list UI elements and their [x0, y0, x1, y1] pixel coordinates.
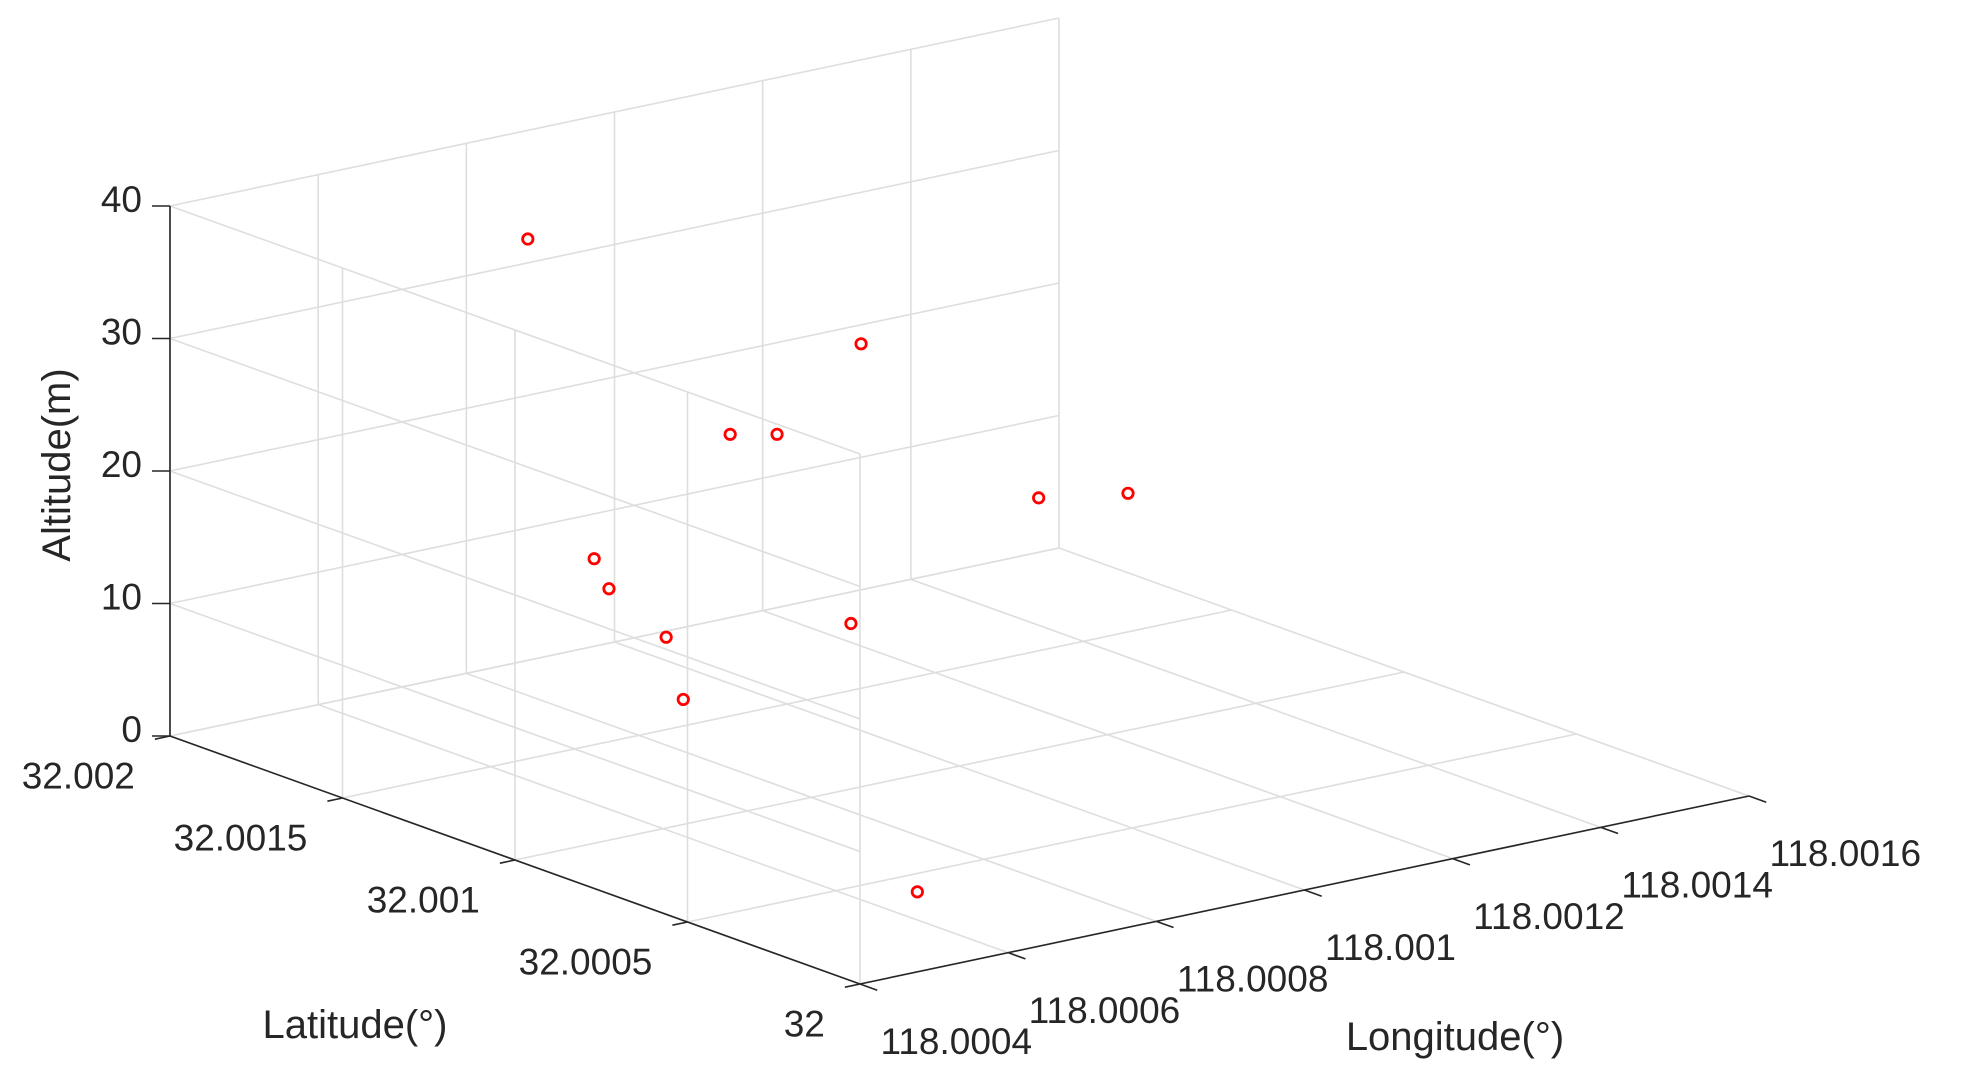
z-axis-label: Altitude(m): [35, 368, 79, 561]
grid-line: [169, 547, 1060, 737]
x-tick: [1007, 951, 1026, 960]
y-tick-label: 32.001: [367, 879, 480, 920]
x-tick-label: 118.0016: [1770, 833, 1922, 874]
z-tick-label: 30: [101, 311, 142, 352]
x-tick: [1156, 920, 1174, 929]
x-tick-label: 118.0006: [1029, 990, 1181, 1031]
grid-line: [514, 671, 1405, 861]
y-tick-label: 32.002: [22, 755, 135, 796]
y-tick: [844, 983, 861, 988]
data-point: [521, 232, 535, 246]
y-tick-label: 32.0015: [174, 817, 308, 858]
x-tick-label: 118.0004: [881, 1021, 1033, 1062]
x-tick-label: 118.0012: [1473, 896, 1625, 937]
y-axis-label: Latitude(°): [263, 1003, 448, 1047]
x-tick: [1600, 826, 1619, 835]
data-point: [844, 616, 858, 631]
z-tick-label: 10: [101, 576, 142, 617]
data-point: [723, 427, 737, 441]
data-point: [676, 692, 690, 707]
x-tick: [1452, 857, 1471, 866]
tick-labels: 118.0004118.0006118.0008118.001118.00121…: [22, 179, 1921, 1062]
tick-marks: [152, 205, 1767, 991]
axes: [169, 206, 1750, 985]
z-tick-label: 20: [101, 444, 142, 485]
data-point: [602, 582, 616, 596]
grid-line: [169, 602, 861, 853]
x-tick-label: 118.0014: [1621, 865, 1773, 906]
x-tick-label: 118.0008: [1177, 959, 1329, 1000]
grid-line: [169, 149, 1060, 340]
y-tick: [327, 797, 343, 802]
x-tick: [1748, 795, 1767, 803]
y-tick: [672, 921, 688, 926]
grid-line: [169, 470, 861, 720]
grid-line: [687, 733, 1577, 923]
grid-line: [169, 205, 861, 455]
x-tick: [1304, 889, 1323, 897]
x-tick: [859, 983, 878, 991]
data-point: [587, 552, 601, 566]
data-point: [659, 630, 673, 644]
data-point: [854, 337, 868, 351]
z-tick-label: 0: [121, 709, 142, 750]
grid-line: [169, 414, 1060, 605]
x-axis-label: Longitude(°): [1346, 1015, 1564, 1059]
y-tick: [499, 859, 516, 864]
data-points: [521, 232, 1135, 899]
grid-line: [342, 609, 1232, 799]
data-point: [910, 885, 924, 899]
z-tick-label: 40: [101, 179, 142, 220]
data-point: [1032, 491, 1046, 505]
data-point: [1121, 486, 1135, 500]
y-tick-label: 32.0005: [519, 941, 653, 982]
grid-line: [169, 337, 861, 588]
grid-lines: [169, 17, 1750, 985]
grid-line: [169, 282, 1060, 472]
data-point: [770, 427, 784, 441]
x-tick-label: 118.001: [1325, 927, 1456, 968]
grid-line: [169, 17, 1060, 207]
y-tick-label: 32: [784, 1003, 825, 1044]
